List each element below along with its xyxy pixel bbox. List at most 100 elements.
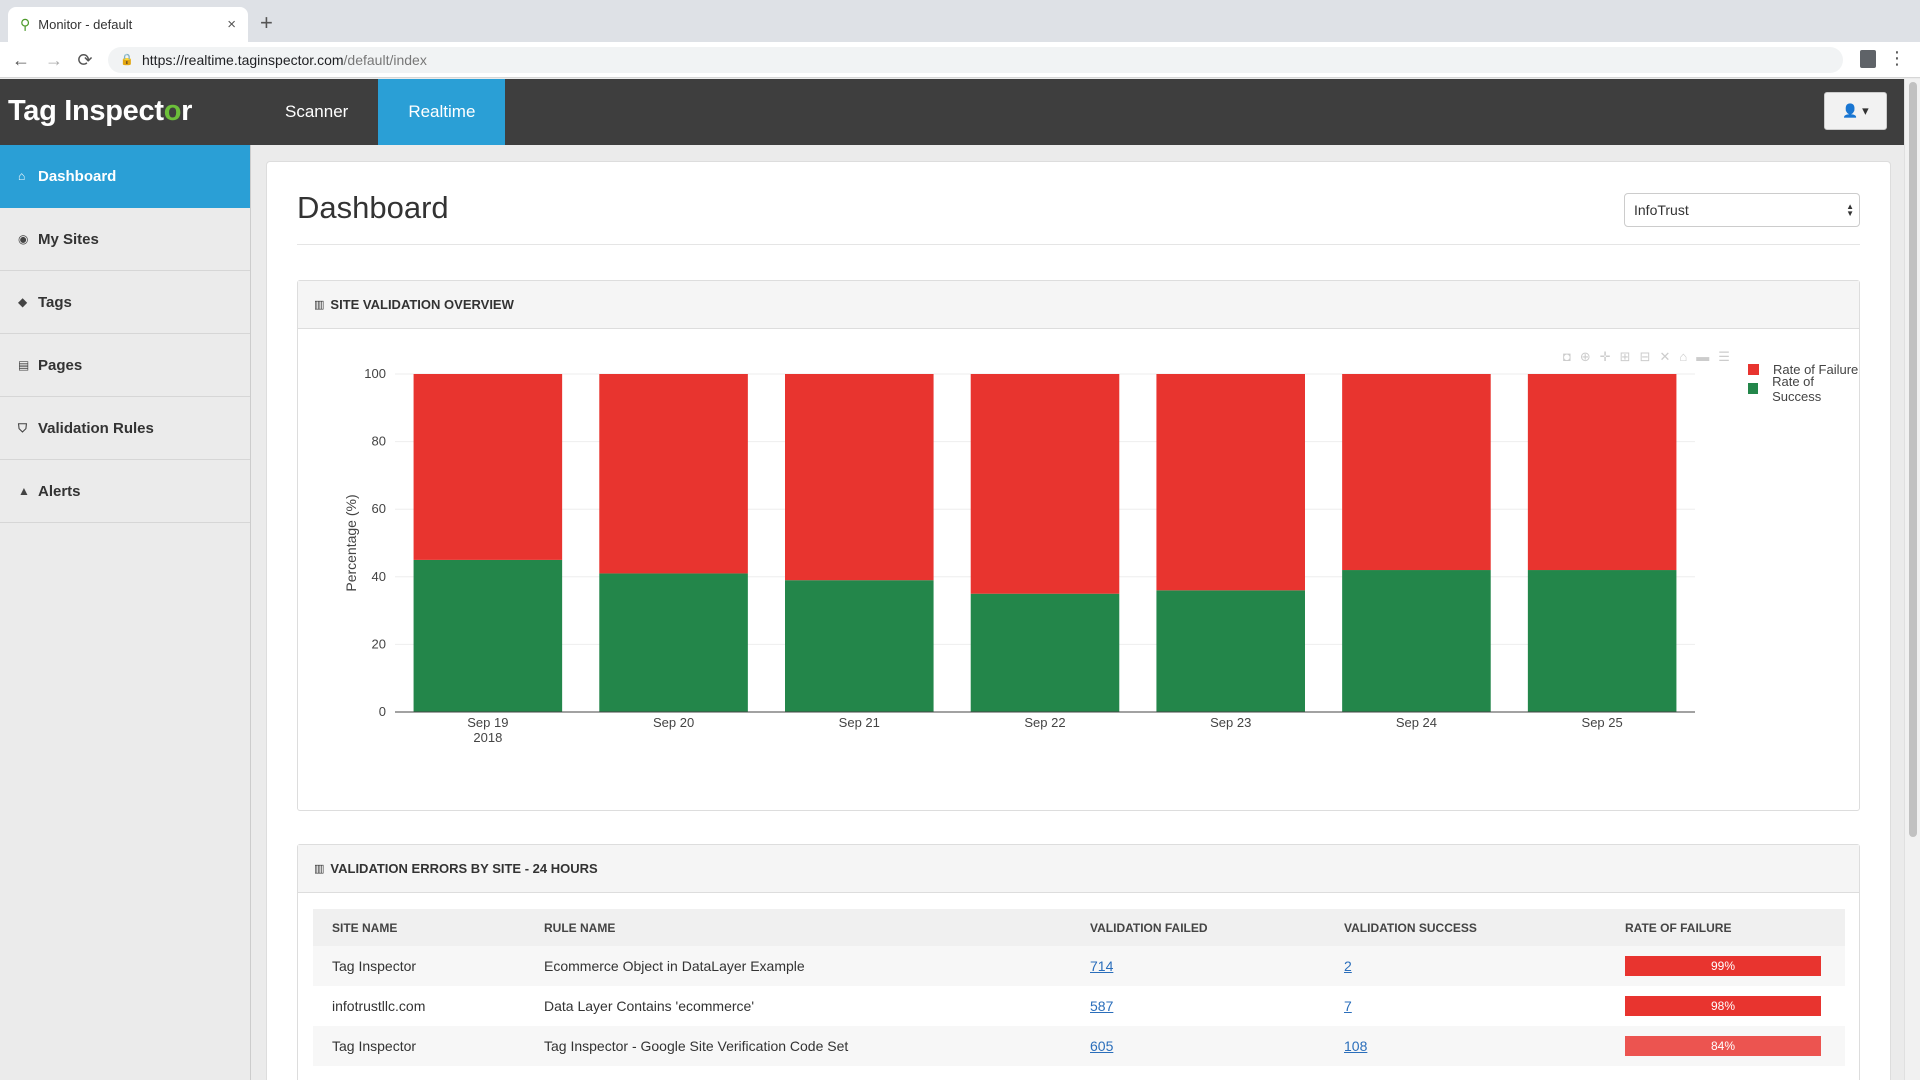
globe-icon: ◉ xyxy=(18,232,29,246)
site-name-cell: Tag Inspector xyxy=(313,1026,525,1066)
x-tick-label: Sep 19 xyxy=(467,715,508,730)
rule-name-cell: Data Layer Contains 'ecommerce' xyxy=(544,998,754,1014)
failed-count-link[interactable]: 714 xyxy=(1090,958,1114,974)
bar-rate-of-success xyxy=(1156,590,1305,712)
new-tab-button[interactable]: + xyxy=(260,10,273,35)
table-header-row: SITE NAME RULE NAME VALIDATION FAILED VALID… xyxy=(313,909,1845,946)
sidebar-item-label: Pages xyxy=(38,356,83,374)
failed-count-link[interactable]: 587 xyxy=(1090,998,1114,1014)
sidebar-item-my-sites[interactable]: ◉ My Sites xyxy=(0,208,250,271)
failed-count-link[interactable]: 605 xyxy=(1090,1038,1114,1054)
site-select-value: InfoTrust xyxy=(1634,202,1689,218)
browser-toolbar: ← → ⟳ 🔒 https://realtime.taginspector.co… xyxy=(0,42,1920,78)
success-cell: 108 xyxy=(1325,1026,1606,1066)
select-arrows-icon: ▲ ▼ xyxy=(1846,202,1854,218)
sidebar-item-label: Alerts xyxy=(38,482,81,500)
success-count-link[interactable]: 108 xyxy=(1344,1038,1368,1054)
rate-cell: 99% xyxy=(1606,946,1845,986)
shield-icon: ⛉ xyxy=(18,420,28,435)
table-row: Tag Inspector Tag Inspector - Google Site… xyxy=(313,1026,1845,1066)
hover-compare-icon[interactable]: ☰ xyxy=(1718,349,1730,364)
url-path: /default/index xyxy=(343,52,427,68)
sidebar-item-dashboard[interactable]: ⌂ Dashboard xyxy=(0,145,250,208)
sidebar-item-label: Dashboard xyxy=(38,167,117,185)
panel-title: VALIDATION ERRORS BY SITE - 24 HOURS xyxy=(330,861,598,876)
sidebar-item-label: My Sites xyxy=(38,230,99,248)
y-tick-label: 100 xyxy=(364,366,386,381)
home-icon: ⌂ xyxy=(18,169,26,183)
bar-rate-of-success xyxy=(970,593,1120,712)
bar-rate-of-success xyxy=(1342,570,1491,712)
sidebar-item-pages[interactable]: ▤ Pages xyxy=(0,334,250,397)
legend-label: Rate of Success xyxy=(1772,373,1822,404)
site-name-cell: infotrustllc.com xyxy=(332,998,426,1014)
zoom-icon[interactable]: ⊕ xyxy=(1579,349,1591,364)
bar-chart-icon: ▥ xyxy=(314,863,325,875)
legend-item[interactable]: Rate of Success xyxy=(1748,374,1859,404)
panel-heading: ▥ VALIDATION ERRORS BY SITE - 24 HOURS xyxy=(298,845,1859,893)
table-row: Tag Inspector Ecommerce Object in DataLay… xyxy=(313,946,1845,986)
rule-name-cell: Ecommerce Object in DataLayer Example xyxy=(525,946,1071,986)
x-tick-label: Sep 21 xyxy=(839,715,880,730)
site-validation-overview-panel: ▥ SITE VALIDATION OVERVIEW 0 20 40 60 80 100 S… xyxy=(297,280,1860,811)
main-content: Dashboard InfoTrust ▲ ▼ ▥ SITE VALIDATION… xyxy=(266,161,1891,1080)
bar-rate-of-success xyxy=(413,559,563,712)
bar-rate-of-success xyxy=(1527,570,1677,712)
validation-errors-panel: ▥ VALIDATION ERRORS BY SITE - 24 HOURS S… xyxy=(297,844,1860,1080)
reset-axes-icon[interactable]: ⌂ xyxy=(1679,349,1688,364)
x-tick-label: Sep 22 xyxy=(1024,715,1065,730)
hover-closest-icon[interactable]: ▬ xyxy=(1696,349,1710,364)
user-menu-button[interactable]: 👤 ▾ xyxy=(1824,92,1887,130)
browser-tab-strip: ⚲ Monitor - default × + xyxy=(0,0,1920,42)
success-count-link[interactable]: 7 xyxy=(1344,998,1352,1014)
y-tick-label: 20 xyxy=(372,636,386,651)
column-header: RATE OF FAILURE xyxy=(1606,909,1845,946)
bar-rate-of-failure xyxy=(970,374,1120,594)
address-bar[interactable]: 🔒 https://realtime.taginspector.com/defa… xyxy=(108,47,1843,73)
rule-name-cell: Tag Inspector - Google Site Verification… xyxy=(525,1026,1071,1066)
back-arrow-icon[interactable]: ← xyxy=(12,50,30,70)
sidebar-item-validation-rules[interactable]: ⛉ Validation Rules xyxy=(0,397,250,460)
site-select[interactable]: InfoTrust ▲ ▼ xyxy=(1624,193,1860,227)
sidebar-item-label: Tags xyxy=(38,293,72,311)
zoom-out-icon[interactable]: ⊟ xyxy=(1639,349,1651,364)
browser-tab[interactable]: ⚲ Monitor - default × xyxy=(8,7,248,42)
bell-icon: ▲ xyxy=(18,484,30,498)
bar-rate-of-failure xyxy=(1342,374,1491,571)
reload-icon[interactable]: ⟳ xyxy=(77,50,93,70)
x-tick-label: Sep 25 xyxy=(1582,715,1623,730)
x-tick-label: Sep 23 xyxy=(1210,715,1251,730)
forward-arrow-icon[interactable]: → xyxy=(45,50,63,70)
page-title: Dashboard xyxy=(297,190,449,225)
failed-cell: 714 xyxy=(1071,946,1325,986)
y-tick-label: 80 xyxy=(372,434,386,449)
sidebar-item-label: Validation Rules xyxy=(38,419,154,437)
chart-legend: Rate of Failure Rate of Success xyxy=(1748,360,1859,404)
zoom-in-icon[interactable]: ⊞ xyxy=(1619,349,1631,364)
tab-close-icon[interactable]: × xyxy=(227,16,236,33)
chart-modebar: ◘ ⊕ ✛ ⊞ ⊟ ✕ ⌂ ▬ ☰ xyxy=(1563,349,1730,365)
browser-menu-icon[interactable]: ⋮ xyxy=(1888,48,1906,68)
autoscale-icon[interactable]: ✕ xyxy=(1659,349,1671,364)
scrollbar-thumb[interactable] xyxy=(1909,82,1917,837)
sidebar-item-alerts[interactable]: ▲ Alerts xyxy=(0,460,250,523)
panel-heading: ▥ SITE VALIDATION OVERVIEW xyxy=(298,281,1859,329)
rate-of-failure-bar: 98% xyxy=(1625,996,1821,1016)
site-name-cell: Tag Inspector xyxy=(313,946,525,986)
extension-icon[interactable] xyxy=(1860,50,1876,68)
legend-item[interactable]: Rate of Failure xyxy=(1748,360,1859,379)
pan-icon[interactable]: ✛ xyxy=(1599,349,1611,364)
nav-item-realtime[interactable]: Realtime xyxy=(378,79,506,145)
legend-swatch xyxy=(1748,364,1759,375)
camera-icon[interactable]: ◘ xyxy=(1563,349,1571,364)
sidebar-item-tags[interactable]: ◆ Tags xyxy=(0,271,250,334)
rate-of-failure-bar: 84% xyxy=(1625,1036,1821,1056)
page-scrollbar[interactable] xyxy=(1904,79,1920,1080)
success-count-link[interactable]: 2 xyxy=(1344,958,1352,974)
bar-rate-of-failure xyxy=(1527,374,1677,571)
nav-item-scanner[interactable]: Scanner xyxy=(285,102,349,121)
tag-inspector-logo[interactable]: Tag Inspector xyxy=(8,95,193,127)
column-header: VALIDATION FAILED xyxy=(1071,909,1325,946)
bar-rate-of-failure xyxy=(1156,374,1305,591)
rate-cell: 84% xyxy=(1606,1026,1845,1066)
